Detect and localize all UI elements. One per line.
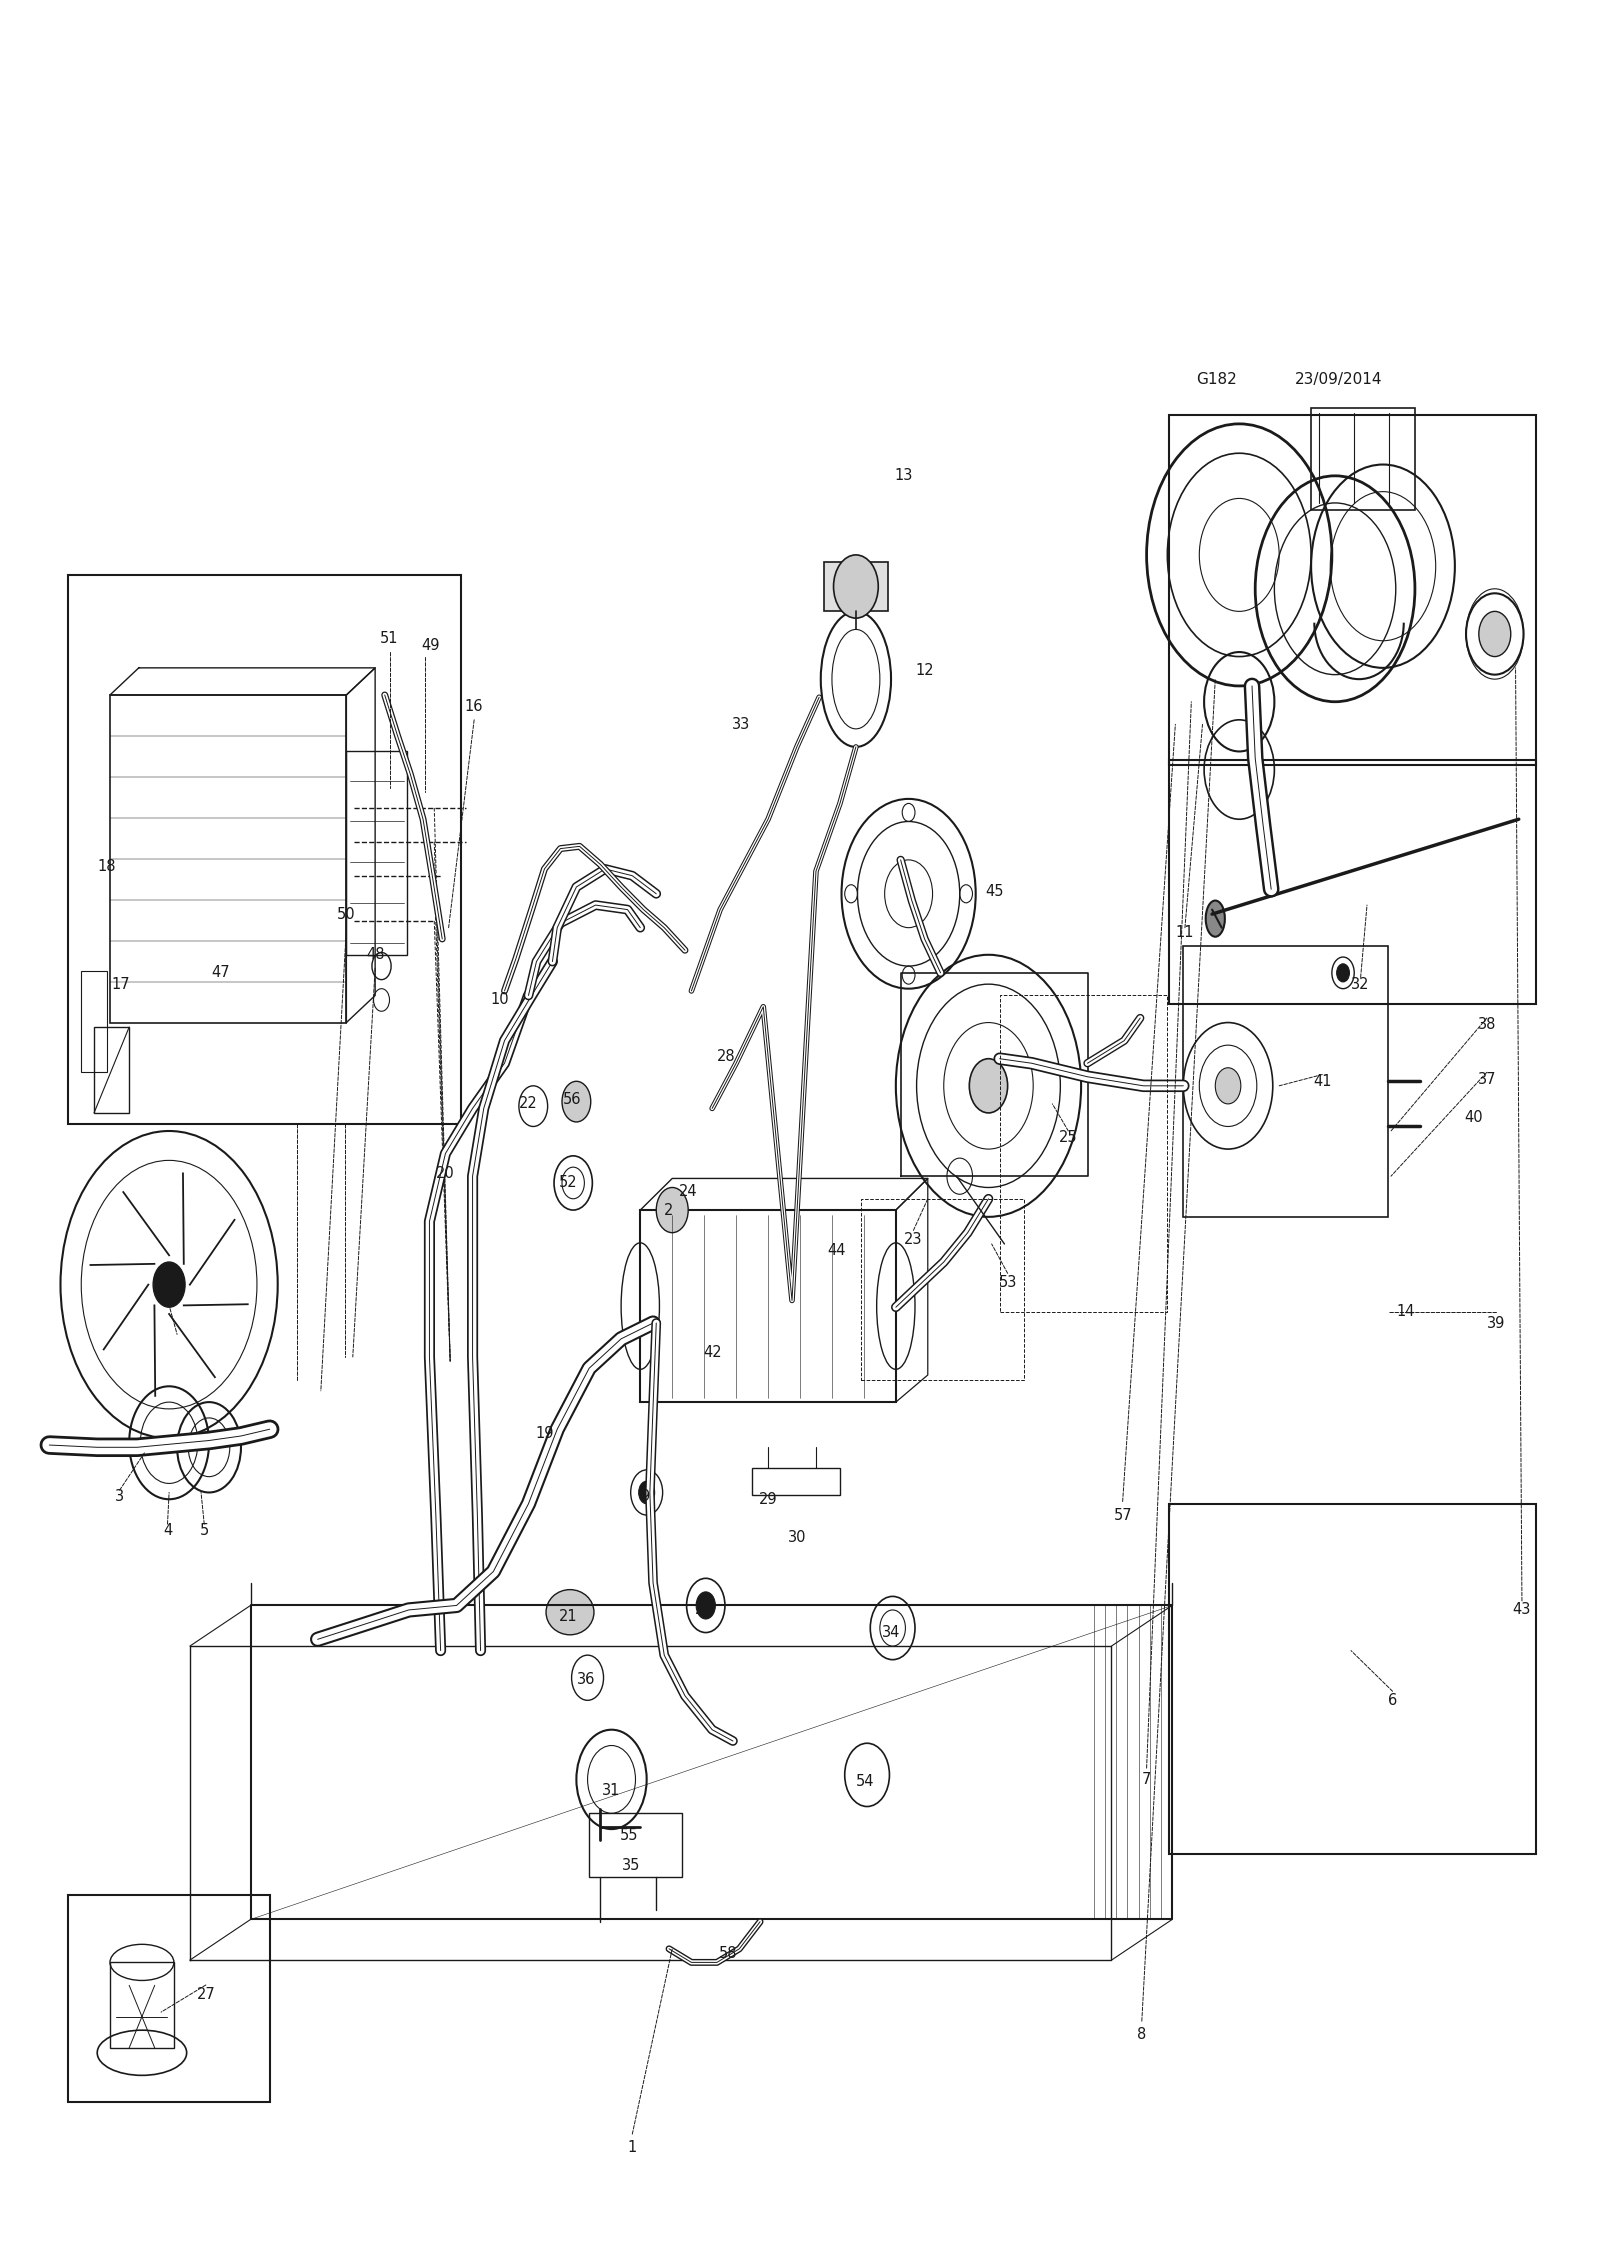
Bar	[346, 751, 406, 955]
Text: 5: 5	[200, 1522, 210, 1538]
Text: 4: 4	[163, 1522, 173, 1538]
Text: 48: 48	[366, 948, 384, 961]
Text: 32: 32	[1352, 977, 1370, 991]
Text: 37: 37	[1477, 1072, 1496, 1086]
Text: 12: 12	[915, 663, 934, 679]
Text: 3: 3	[115, 1488, 125, 1504]
Text: 38: 38	[1478, 1018, 1496, 1031]
Text: 8: 8	[1138, 2027, 1147, 2043]
Text: 53: 53	[998, 1276, 1018, 1289]
Circle shape	[1216, 1068, 1242, 1104]
Text: 40: 40	[1464, 1111, 1483, 1124]
Text: 2: 2	[664, 1203, 674, 1217]
Text: 27: 27	[197, 1986, 216, 2002]
Text: 45: 45	[986, 884, 1005, 898]
Bar	[1310, 407, 1414, 509]
Text: 20: 20	[437, 1167, 454, 1181]
Circle shape	[834, 554, 878, 618]
Circle shape	[696, 1592, 715, 1620]
Text: 30: 30	[787, 1529, 806, 1545]
Circle shape	[656, 1188, 688, 1233]
Text: 29: 29	[758, 1491, 778, 1506]
Text: 47: 47	[211, 966, 229, 979]
Circle shape	[970, 1059, 1008, 1113]
Bar	[1184, 946, 1387, 1217]
Text: 16: 16	[466, 699, 483, 715]
Circle shape	[638, 1482, 654, 1504]
Text: 49: 49	[422, 638, 440, 654]
Text: 26: 26	[694, 1601, 714, 1617]
Bar	[589, 1814, 682, 1877]
Text: 10: 10	[491, 993, 509, 1007]
Circle shape	[154, 1262, 186, 1307]
Text: 56: 56	[562, 1093, 581, 1106]
Text: G182: G182	[1197, 371, 1237, 387]
Text: 44: 44	[827, 1244, 846, 1258]
Bar	[824, 561, 888, 611]
Text: 43: 43	[1512, 1601, 1531, 1617]
Text: 19: 19	[534, 1427, 554, 1441]
Ellipse shape	[546, 1590, 594, 1635]
Text: 23: 23	[904, 1233, 923, 1246]
Text: 42: 42	[702, 1346, 722, 1359]
Text: 25: 25	[1059, 1131, 1078, 1145]
Bar	[752, 1468, 840, 1495]
Text: 39: 39	[1488, 1316, 1506, 1330]
Bar	[110, 694, 346, 1022]
Text: 34: 34	[882, 1624, 901, 1640]
Text: 55: 55	[619, 1828, 638, 1844]
Bar	[69, 575, 461, 1124]
Bar	[82, 970, 107, 1072]
Text: 9: 9	[640, 1488, 650, 1504]
Text: 52: 52	[558, 1176, 578, 1190]
Text: 57: 57	[1114, 1506, 1131, 1522]
Text: 35: 35	[621, 1857, 640, 1873]
Text: 18: 18	[98, 860, 117, 873]
Text: 6: 6	[1387, 1692, 1397, 1708]
Text: 7: 7	[1142, 1771, 1152, 1787]
Bar	[110, 1963, 174, 2049]
Text: 15: 15	[157, 1278, 174, 1292]
Text: 22: 22	[518, 1097, 538, 1111]
Text: 31: 31	[602, 1782, 621, 1798]
Bar	[1170, 1504, 1536, 1855]
Text: 58: 58	[718, 1945, 738, 1961]
Text: 13: 13	[894, 468, 914, 484]
Text: 54: 54	[856, 1773, 875, 1789]
Bar	[1170, 760, 1536, 1004]
Bar	[640, 1210, 896, 1402]
Text: 1: 1	[627, 2140, 637, 2156]
Text: 17: 17	[112, 977, 131, 991]
Circle shape	[1478, 611, 1510, 656]
Bar	[94, 1027, 130, 1113]
Text: 23/09/2014: 23/09/2014	[1294, 371, 1382, 387]
Text: 24: 24	[678, 1185, 698, 1199]
Text: 33: 33	[731, 717, 750, 733]
Text: 50: 50	[338, 907, 355, 921]
Bar	[69, 1896, 270, 2101]
Text: 21: 21	[558, 1608, 578, 1624]
Text: 51: 51	[381, 631, 398, 647]
Bar	[1170, 414, 1536, 765]
Ellipse shape	[1206, 900, 1226, 936]
Text: 41: 41	[1314, 1074, 1331, 1088]
Circle shape	[562, 1081, 590, 1122]
Text: 14: 14	[1397, 1305, 1414, 1319]
Text: 11: 11	[1176, 925, 1194, 939]
Text: 36: 36	[576, 1672, 595, 1687]
Text: 28: 28	[717, 1050, 736, 1063]
Circle shape	[1336, 964, 1349, 982]
